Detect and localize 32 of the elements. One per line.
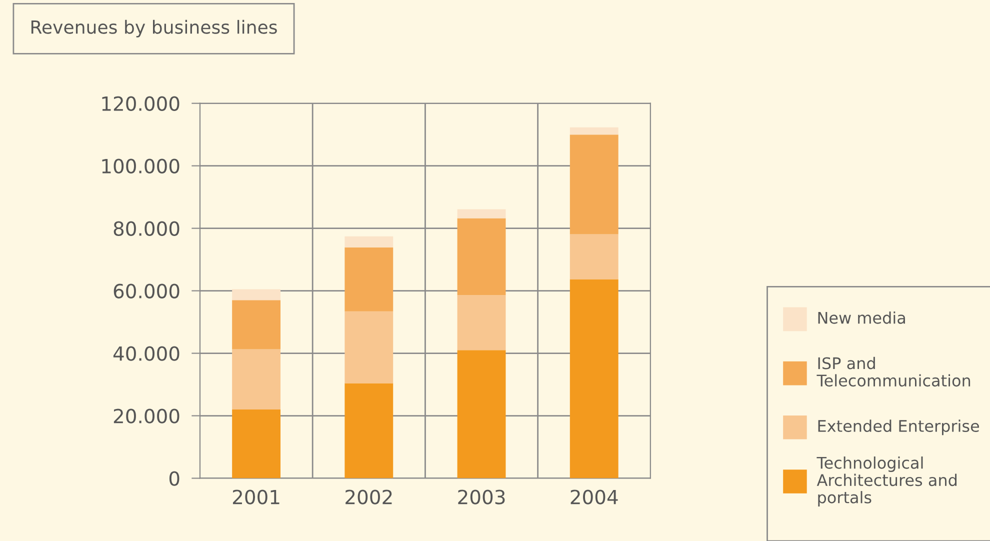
bar [570, 234, 618, 280]
y-tick-label: 60.000 [114, 284, 180, 298]
bar [457, 295, 506, 350]
bar [570, 134, 618, 234]
bar [344, 383, 394, 478]
bar [570, 127, 618, 135]
bar [457, 218, 506, 296]
legend-label: Technological Architectures and portals [816, 456, 957, 506]
legend-label: ISP and Telecommunication [816, 356, 970, 387]
x-tick-label: 2002 [346, 490, 392, 504]
bar [457, 209, 506, 218]
chart-title: Revenues by business lines [31, 20, 277, 38]
x-tick-label: 2004 [570, 490, 618, 504]
y-tick-label: 120.000 [102, 96, 180, 111]
x-tick-label: 2003 [458, 490, 505, 504]
bar [232, 289, 280, 300]
bar [344, 311, 394, 384]
y-tick-label: 20.000 [114, 408, 180, 424]
y-tick-label: 100.000 [102, 158, 180, 174]
bar [570, 279, 618, 478]
bar [232, 349, 280, 410]
x-tick-label: 2001 [232, 490, 280, 504]
bar [344, 236, 394, 248]
legend-label: Extended Enterprise [818, 420, 979, 436]
y-tick-label: 80.000 [114, 221, 180, 236]
bar [457, 350, 506, 478]
bar [232, 410, 280, 478]
y-tick-label: 40.000 [113, 346, 180, 361]
y-tick-label: 0 [169, 471, 180, 486]
bar [232, 300, 280, 350]
legend-label: New media [818, 311, 905, 324]
bar [344, 247, 394, 312]
